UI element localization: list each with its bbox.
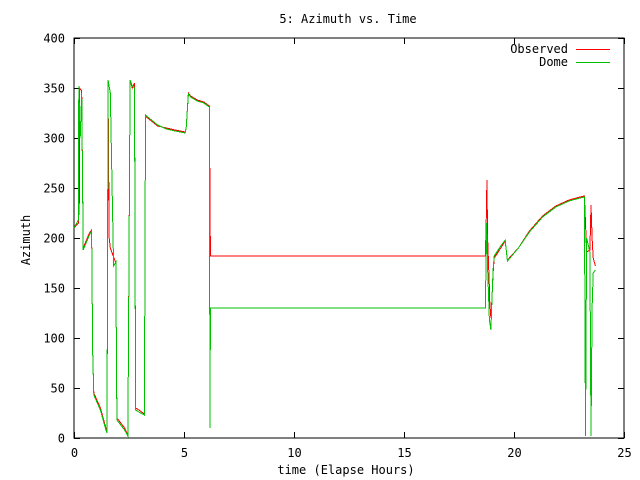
- y-tick-label: 50: [51, 382, 65, 396]
- x-axis-label: time (Elapse Hours): [277, 463, 414, 477]
- series-line-dome: [73, 79, 596, 438]
- y-tick-label: 400: [43, 32, 65, 46]
- y-tick-label: 250: [43, 182, 65, 196]
- chart-series: [73, 79, 596, 438]
- y-tick-label: 150: [43, 282, 65, 296]
- x-tick-label: 20: [507, 446, 521, 460]
- y-tick-label: 350: [43, 82, 65, 96]
- y-tick-label: 300: [43, 132, 65, 146]
- series-line-observed: [73, 79, 596, 436]
- x-tick-label: 15: [397, 446, 411, 460]
- x-tick-label: 25: [617, 446, 631, 460]
- legend-label-dome: Dome: [539, 55, 568, 69]
- legend-label-observed: Observed: [510, 42, 568, 56]
- plot-frame: [73, 37, 625, 439]
- x-tick-label: 10: [287, 446, 301, 460]
- y-tick-label: 0: [58, 432, 65, 446]
- x-tick-label: 0: [71, 446, 78, 460]
- y-tick-label: 100: [43, 332, 65, 346]
- chart-title: 5: Azimuth vs. Time: [279, 12, 416, 26]
- plot-border: [73, 37, 625, 439]
- x-tick-label: 5: [181, 446, 188, 460]
- y-tick-label: 200: [43, 232, 65, 246]
- y-axis-label: Azimuth: [19, 215, 33, 266]
